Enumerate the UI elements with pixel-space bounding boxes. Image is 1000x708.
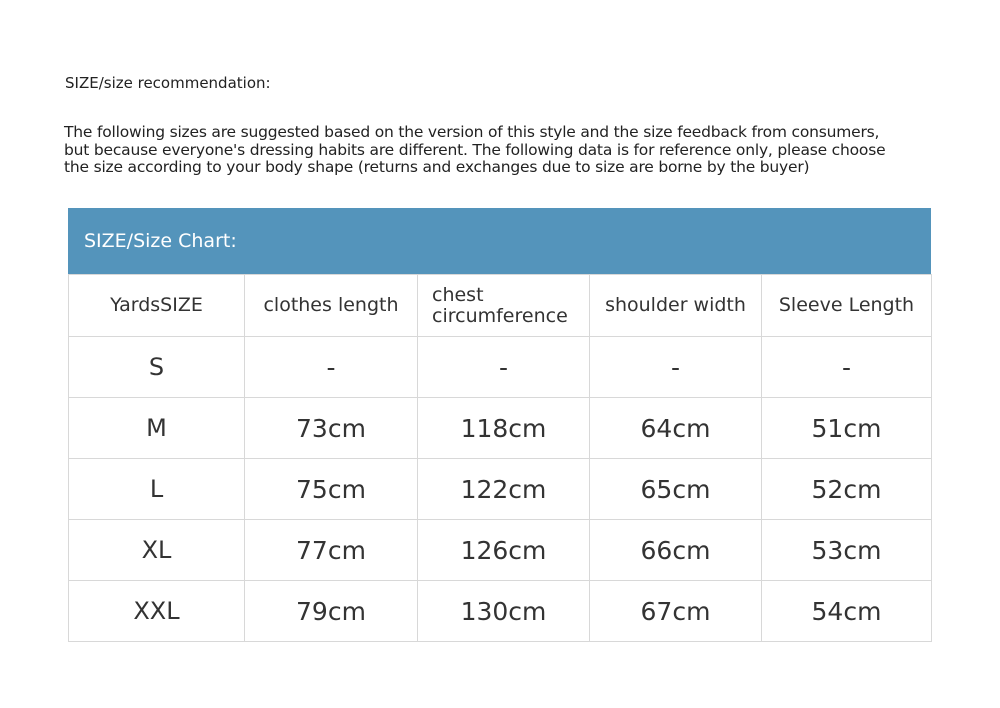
measurement-cell: - (761, 336, 932, 398)
description-line: the size according to your body shape (r… (64, 158, 810, 176)
measurement-cell: - (417, 336, 590, 398)
size-label-cell: M (68, 397, 245, 459)
table-row: S---- (68, 336, 932, 398)
size-table: YardsSIZE clothes length chest circumfer… (68, 274, 932, 642)
size-chart: SIZE/Size Chart: YardsSIZE clothes lengt… (68, 208, 932, 642)
measurement-cell: - (244, 336, 418, 398)
size-label-cell: XL (68, 519, 245, 581)
column-header: chest circumference (417, 274, 590, 337)
measurement-cell: 130cm (417, 580, 590, 642)
measurement-cell: 52cm (761, 458, 932, 520)
table-row: XXL 79cm 130cm 67cm 54cm (68, 580, 932, 642)
measurement-cell: 77cm (244, 519, 418, 581)
table-row: M 73cm 118cm 64cm 51cm (68, 397, 932, 459)
column-header: YardsSIZE (68, 274, 245, 337)
measurement-cell: 118cm (417, 397, 590, 459)
table-row: XL 77cm 126cm 66cm 53cm (68, 519, 932, 581)
measurement-cell: - (589, 336, 762, 398)
description-line: but because everyone's dressing habits a… (64, 140, 886, 159)
measurement-cell: 54cm (761, 580, 932, 642)
measurement-cell: 64cm (589, 397, 762, 459)
measurement-cell: 65cm (589, 458, 762, 520)
measurement-cell: 126cm (417, 519, 590, 581)
measurement-cell: 75cm (244, 458, 418, 520)
table-row: L 75cm 122cm 65cm 52cm (68, 458, 932, 520)
measurement-cell: 66cm (589, 519, 762, 581)
size-chart-caption: SIZE/Size Chart: (68, 208, 931, 274)
description: The following sizes are suggested based … (64, 123, 886, 177)
column-header: clothes length (244, 274, 418, 337)
column-header: Sleeve Length (761, 274, 932, 337)
table-header-row: YardsSIZE clothes length chest circumfer… (68, 274, 932, 337)
measurement-cell: 53cm (761, 519, 932, 581)
measurement-cell: 73cm (244, 397, 418, 459)
measurement-cell: 79cm (244, 580, 418, 642)
description-line: The following sizes are suggested based … (64, 123, 880, 141)
column-header: shoulder width (589, 274, 762, 337)
size-label-cell: L (68, 458, 245, 520)
size-label-cell: XXL (68, 580, 245, 642)
measurement-cell: 67cm (589, 580, 762, 642)
size-label-cell: S (68, 336, 245, 398)
measurement-cell: 122cm (417, 458, 590, 520)
measurement-cell: 51cm (761, 397, 932, 459)
page-title: SIZE/size recommendation: (65, 74, 271, 92)
